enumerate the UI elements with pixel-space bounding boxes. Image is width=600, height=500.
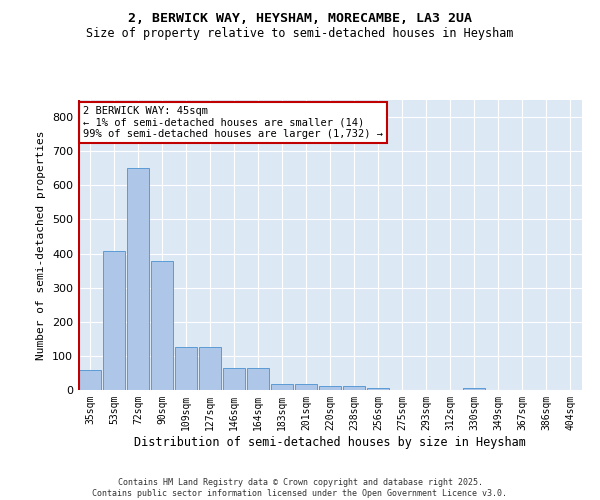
Bar — [151, 261, 173, 390]
X-axis label: Distribution of semi-detached houses by size in Heysham: Distribution of semi-detached houses by … — [134, 436, 526, 448]
Text: 2 BERWICK WAY: 45sqm
← 1% of semi-detached houses are smaller (14)
99% of semi-d: 2 BERWICK WAY: 45sqm ← 1% of semi-detach… — [83, 106, 383, 139]
Text: 2, BERWICK WAY, HEYSHAM, MORECAMBE, LA3 2UA: 2, BERWICK WAY, HEYSHAM, MORECAMBE, LA3 … — [128, 12, 472, 26]
Bar — [223, 368, 245, 390]
Y-axis label: Number of semi-detached properties: Number of semi-detached properties — [37, 130, 46, 360]
Bar — [175, 348, 197, 390]
Text: Size of property relative to semi-detached houses in Heysham: Size of property relative to semi-detach… — [86, 28, 514, 40]
Bar — [127, 168, 149, 390]
Bar — [247, 368, 269, 390]
Bar — [199, 348, 221, 390]
Bar — [271, 384, 293, 390]
Text: Contains HM Land Registry data © Crown copyright and database right 2025.
Contai: Contains HM Land Registry data © Crown c… — [92, 478, 508, 498]
Bar — [79, 370, 101, 390]
Bar — [103, 251, 125, 390]
Bar — [463, 388, 485, 390]
Bar — [343, 386, 365, 390]
Bar — [295, 384, 317, 390]
Bar — [319, 386, 341, 390]
Bar — [367, 388, 389, 390]
